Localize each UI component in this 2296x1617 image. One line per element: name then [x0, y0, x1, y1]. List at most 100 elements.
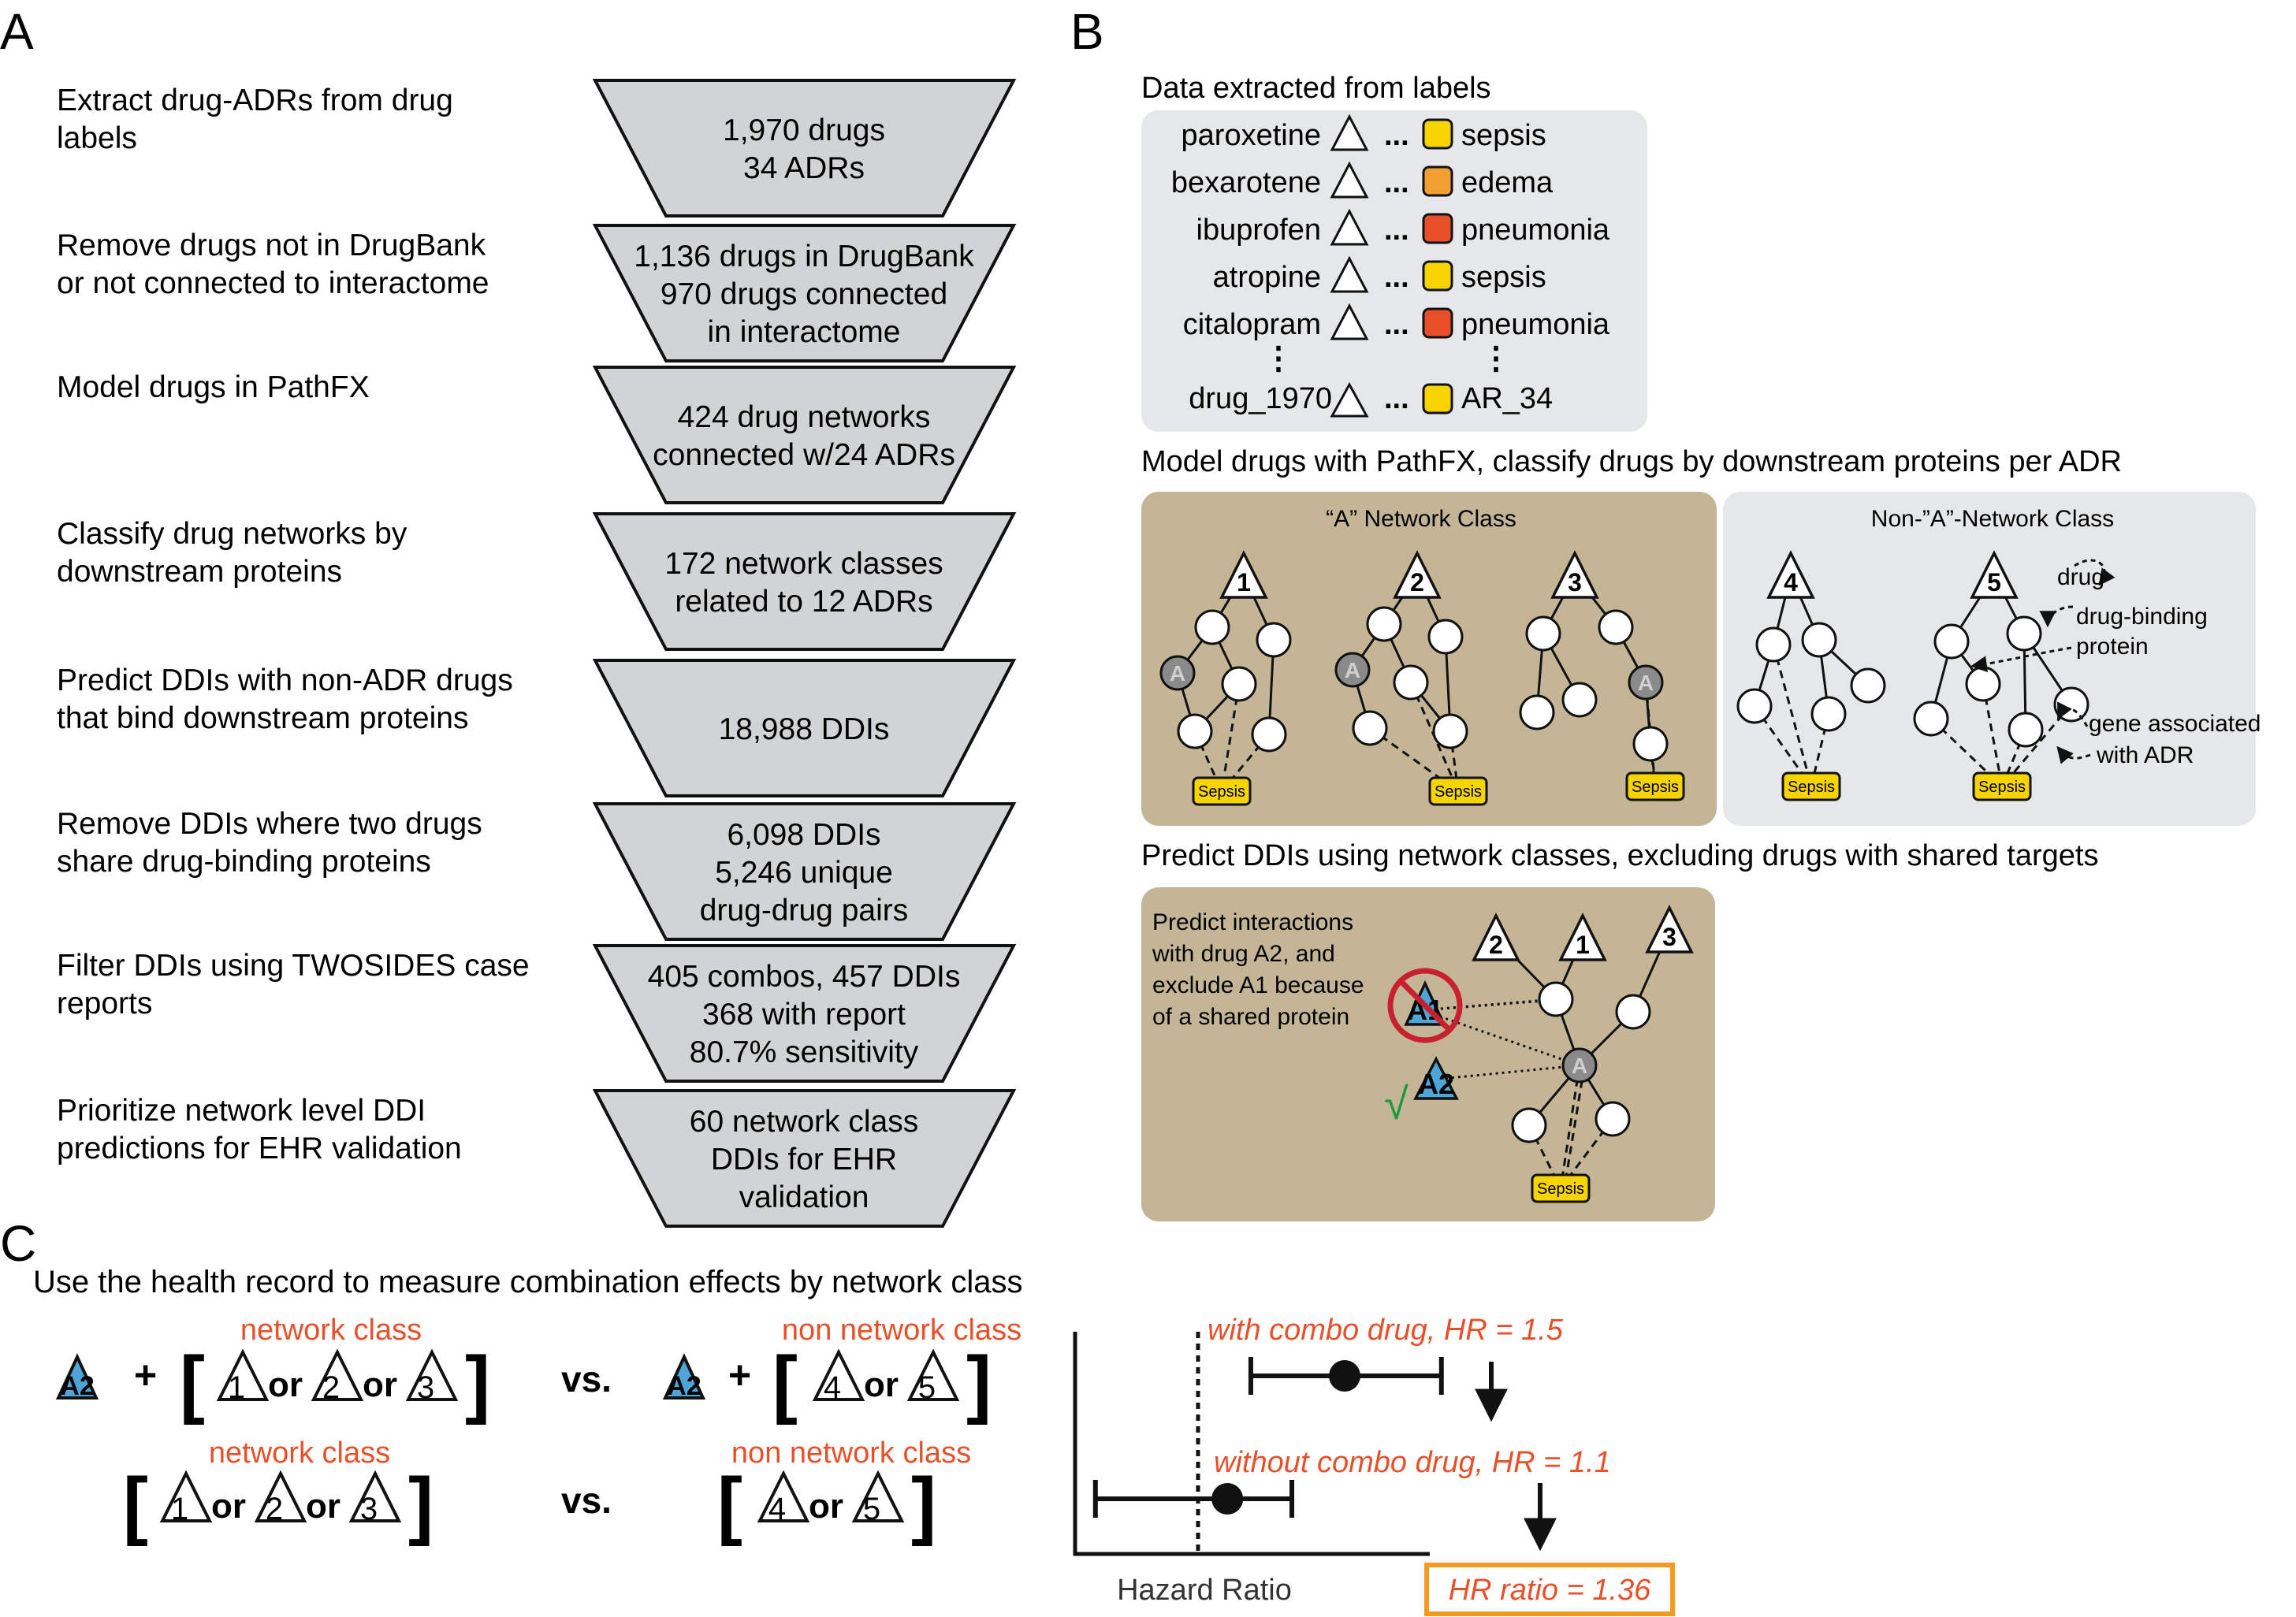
legend-protein-2: protein [2076, 634, 2149, 660]
protein-node [1511, 1107, 1547, 1143]
protein-node [1194, 609, 1230, 645]
or-text: or [363, 1366, 397, 1404]
labels-box [1141, 110, 1647, 432]
drug-triangle [311, 1348, 364, 1401]
adr-label: Sepsis [1198, 783, 1245, 801]
protein-node [1256, 622, 1292, 658]
adr-square [1422, 260, 1453, 292]
protein-node [1598, 609, 1634, 645]
drug-triangle [348, 1470, 402, 1522]
vs-text: vs. [561, 1480, 612, 1521]
left-bracket: [ [772, 1341, 798, 1426]
protein-node-a [1561, 1047, 1598, 1084]
step-description: downstream proteins [57, 555, 342, 589]
funnel-text: 80.7% sensitivity [690, 1035, 919, 1069]
adr-box [1972, 771, 2032, 801]
step-description: share drug-binding proteins [57, 845, 431, 879]
drug-triangle [812, 1348, 865, 1401]
right-bracket: ] [465, 1341, 490, 1426]
drug-label: 3 [360, 1492, 378, 1526]
step-description: labels [57, 121, 137, 155]
hr-point [1329, 1360, 1360, 1392]
legend-arrow-gene-2 [2056, 745, 2091, 764]
predict-line: of a shared protein [1152, 1004, 1349, 1030]
drug-triangle [757, 1470, 810, 1522]
legend-drug: drug [2057, 564, 2104, 590]
left-bracket: [ [180, 1341, 205, 1426]
protein-node [1519, 694, 1555, 730]
plus-sign: + [134, 1353, 157, 1397]
protein-node [1933, 623, 1970, 660]
legend-arrow-gene-1 [2057, 701, 2089, 727]
step-description: Model drugs in PathFX [57, 370, 370, 404]
drug-label: 3 [1568, 568, 1582, 597]
non-a-class-title: Non-”A”-Network Class [1871, 506, 2114, 532]
step-description: or not connected to interactome [57, 266, 489, 300]
drug-label: 1 [228, 1370, 245, 1405]
adr-box [1531, 1173, 1591, 1203]
drug-triangle [1330, 208, 1369, 246]
network-graphs: A 1 Sepsis A 2 Sepsis A 3 Sepsis 4 Sepsis 5 Sepsis [1159, 550, 2089, 806]
non-network-class-label: non network class [782, 1314, 1021, 1347]
node-a-label: A [1345, 658, 1360, 682]
right-bracket: ] [911, 1463, 936, 1547]
drug-triangle [1219, 550, 1268, 599]
dashed-edge [1369, 727, 1459, 793]
legend-gene-2: with ADR [2096, 742, 2194, 768]
funnel-text: connected w/24 ADRs [653, 438, 955, 472]
node-a-label: A [1170, 661, 1185, 686]
hr-points [1092, 1357, 1444, 1518]
drug-name: bexarotene [1171, 166, 1321, 199]
step-description: Predict DDIs with non-ADR drugs [57, 664, 513, 697]
protein-node-a [1628, 664, 1664, 701]
predict-line: with drug A2, and [1152, 941, 1335, 967]
step-description: Classify drug networks by [57, 517, 407, 551]
adr-square [1422, 165, 1453, 197]
node-a-label: A [1638, 671, 1654, 695]
node-a-label: A [1572, 1054, 1587, 1078]
label-rows: paroxetine... sepsis bexarotene... edema ibu… [1171, 113, 1610, 341]
protein-node [1561, 682, 1598, 718]
panel-label-c: C [0, 1215, 36, 1272]
drug-triangle [1393, 550, 1442, 599]
drug-triangle [216, 1348, 270, 1401]
adr-name: edema [1461, 166, 1554, 199]
protein-node [1736, 688, 1773, 724]
step-description: Remove DDIs where two drugs [57, 807, 482, 841]
protein-node [1366, 606, 1402, 642]
panel-a-pipeline: 1,970 drugs 34 ADRs Extract drug-ADRs from… [57, 79, 1017, 1228]
drug-label: 3 [417, 1370, 434, 1405]
vdots-drug: ⋮ [1263, 341, 1294, 376]
without-combo-label: without combo drug, HR = 1.1 [1214, 1446, 1611, 1479]
drug-label: 5 [1987, 568, 2001, 597]
protein-node [2008, 712, 2044, 748]
protein-node [1525, 615, 1561, 652]
drug-label: 4 [1784, 568, 1798, 597]
left-bracket: [ [123, 1463, 148, 1547]
ellipsis: ... [1384, 308, 1409, 341]
predict-title: Predict DDIs using network classes, excl… [1141, 839, 2098, 872]
funnel-text: validation [739, 1180, 869, 1214]
dashed-edge [1449, 730, 1460, 792]
drug-label: 1 [1576, 931, 1590, 959]
drug-name: ibuprofen [1196, 214, 1321, 247]
adr-square [1422, 213, 1453, 244]
adr-name: pneumonia [1461, 214, 1610, 247]
drug-triangle-a2 [55, 1353, 99, 1400]
check-mark: √ [1384, 1079, 1408, 1128]
protein-node-a [1334, 652, 1371, 688]
step-description: Remove drugs not in DrugBank [57, 229, 486, 262]
panel-c-comparisons: network class non network class A2 + [1 or 2 or… [55, 1314, 1021, 1547]
drug-label: 4 [824, 1370, 841, 1405]
funnel-text: drug-drug pairs [700, 894, 908, 927]
funnel-text: in interactome [708, 315, 901, 349]
funnel-step [592, 802, 1017, 941]
or-text: or [809, 1487, 843, 1526]
funnel-text: 60 network class [690, 1105, 918, 1139]
a-class-title: “A” Network Class [1326, 506, 1516, 532]
drug-triangle [851, 1470, 905, 1522]
drug-triangle [254, 1470, 307, 1522]
protein-node [1755, 626, 1792, 663]
vdots-adr: ⋮ [1480, 341, 1512, 376]
